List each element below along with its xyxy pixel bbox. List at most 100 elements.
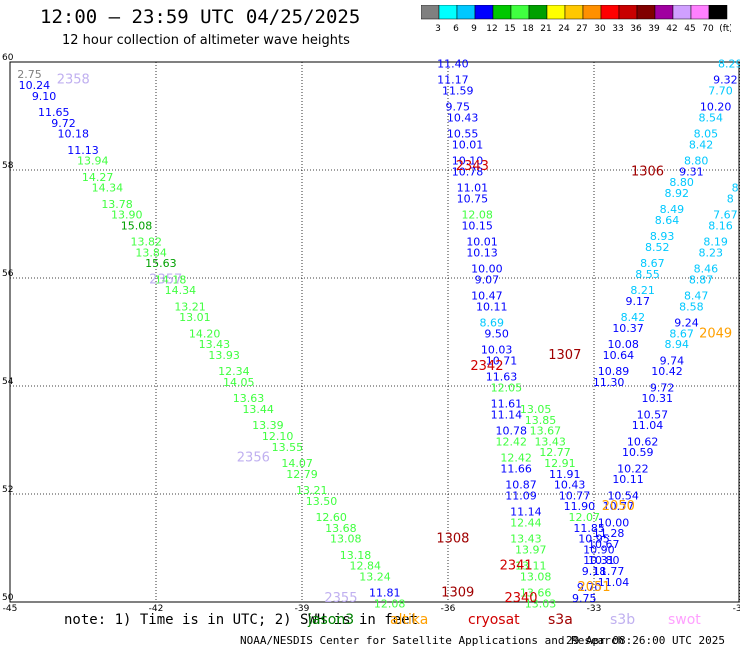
wave-height-value: 12.10 (262, 430, 294, 443)
wave-height-value: 11.01 (457, 182, 489, 195)
y-tick-label: 60 (2, 53, 14, 63)
footnote: note: 1) Time is in UTC; 2) SWH is in fe… (64, 612, 419, 628)
wave-height-value: 8 (732, 182, 739, 195)
wave-height-value: 12.44 (510, 516, 542, 529)
wave-height-value: 13.67 (530, 425, 562, 438)
wave-height-value: 9.70 (577, 581, 602, 594)
wave-height-value: 13.21 (174, 300, 206, 313)
wave-height-value: 8.49 (660, 203, 685, 216)
wave-height-value: 8.58 (679, 300, 704, 313)
colorbar-label: 15 (504, 24, 515, 34)
wave-height-value: 13.55 (272, 441, 304, 454)
wave-height-value: 13.03 (525, 597, 557, 610)
wave-height-value: 8.80 (669, 176, 694, 189)
wave-height-value: 10.95 (578, 533, 610, 546)
wave-height-value: 12.60 (315, 511, 347, 524)
wave-height-value: 8.94 (664, 338, 689, 351)
pass-number-label: 2358 (57, 73, 90, 88)
wave-height-value: 10.87 (505, 479, 537, 492)
wave-height-value: 9.75 (572, 592, 597, 605)
colorbar-label: 70 (702, 24, 714, 34)
wave-height-value: 9.24 (674, 317, 699, 330)
wave-height-value: 10.47 (471, 290, 503, 303)
colorbar-label: 18 (522, 24, 534, 34)
wave-height-value: 8.16 (708, 219, 733, 232)
wave-height-value: 10.18 (58, 128, 90, 141)
wave-height-value: 8.19 (703, 236, 728, 249)
wave-height-value: 10.78 (452, 165, 484, 178)
wave-height-value: 13.78 (101, 198, 133, 211)
colorbar-label: 12 (486, 24, 497, 34)
wave-height-value: 11.13 (67, 144, 99, 157)
wave-height-value: 8.52 (645, 241, 670, 254)
wave-height-value: 9.17 (626, 295, 651, 308)
colorbar-label: 30 (594, 24, 606, 34)
wave-height-value: 10.20 (700, 101, 732, 114)
colorbar-swatch (708, 5, 728, 20)
wave-height-value: 8.92 (664, 187, 689, 200)
wave-height-value: 13.21 (296, 484, 328, 497)
colorbar-label: 42 (666, 24, 677, 34)
pass-number-label: 2050 (602, 499, 635, 514)
wave-height-value: 11.66 (500, 462, 532, 475)
wave-height-value: 2.75 (17, 68, 42, 81)
wave-height-value: 12.77 (539, 446, 571, 459)
wave-height-value: 9.07 (475, 273, 500, 286)
wave-height-value: 8.54 (699, 111, 724, 124)
wave-height-value: 11.14 (510, 506, 542, 519)
wave-height-value: 10.24 (19, 79, 51, 92)
wave-height-value: 10.31 (642, 392, 674, 405)
wave-height-value: 12.08 (374, 597, 406, 610)
wave-height-value: 8 (727, 192, 734, 205)
pass-number-label: 2355 (324, 591, 357, 606)
wave-height-value: 11.04 (598, 576, 630, 589)
wave-height-value: 10.62 (627, 435, 659, 448)
wave-height-value: 10.31 (583, 554, 615, 567)
wave-height-value: 11.14 (491, 408, 523, 421)
pass-number-label: 2356 (237, 451, 270, 466)
wave-height-value: 10.01 (466, 236, 498, 249)
colorbar-label: 39 (648, 24, 660, 34)
wave-height-value: 10.15 (461, 219, 493, 232)
wave-height-value: 10.42 (651, 365, 683, 378)
wave-height-map: -45-42-39-36-33-305052545658602.7510.249… (2, 53, 740, 612)
wave-height-value: 9.31 (679, 165, 704, 178)
wave-height-value: 13.08 (520, 570, 552, 583)
wave-height-value: 8.23 (699, 246, 724, 259)
x-tick-label: -33 (587, 604, 602, 612)
colorbar-label: (ft) (719, 24, 731, 34)
wave-height-value: 10.11 (476, 300, 508, 313)
wave-height-value: 13.94 (77, 155, 109, 168)
wave-height-value: 13.24 (359, 570, 391, 583)
wave-height-value: 12.84 (350, 560, 382, 573)
wave-height-value: 13.18 (340, 549, 372, 562)
wave-height-value: 14.20 (189, 327, 221, 340)
wave-height-value: 10.54 (607, 489, 639, 502)
wave-height-value: 10.22 (617, 462, 649, 475)
wave-height-value: 9.72 (650, 381, 675, 394)
wave-height-value: 10.03 (481, 344, 513, 357)
wave-height-value: 11.81 (369, 587, 401, 600)
wave-height-value: 8.42 (621, 311, 646, 324)
pass-number-label: 2051 (577, 580, 610, 595)
wave-height-value: 11.91 (549, 468, 581, 481)
wave-height-value: 8.93 (650, 230, 675, 243)
wave-height-value: 13.63 (233, 392, 265, 405)
wave-height-value: 11.77 (593, 565, 625, 578)
colorbar-label: 6 (453, 24, 459, 34)
wave-height-value: 10.67 (588, 538, 620, 551)
pass-number-label: 1308 (436, 532, 469, 547)
wave-height-value: 8.87 (689, 273, 714, 286)
wave-height-value: 13.43 (510, 533, 542, 546)
wave-height-value: 12.07 (569, 511, 601, 524)
wave-height-value: 11.40 (437, 57, 469, 70)
wave-height-value: 13.43 (534, 435, 566, 448)
wave-height-value: 13.93 (208, 349, 240, 362)
wave-height-value: 8.21 (630, 284, 655, 297)
wave-height-value: 10.13 (466, 246, 498, 259)
pass-number-label: 2049 (699, 326, 732, 341)
x-tick-label: -45 (3, 604, 18, 612)
wave-height-value: 12.08 (461, 209, 493, 222)
wave-height-value: 10.75 (457, 192, 489, 205)
